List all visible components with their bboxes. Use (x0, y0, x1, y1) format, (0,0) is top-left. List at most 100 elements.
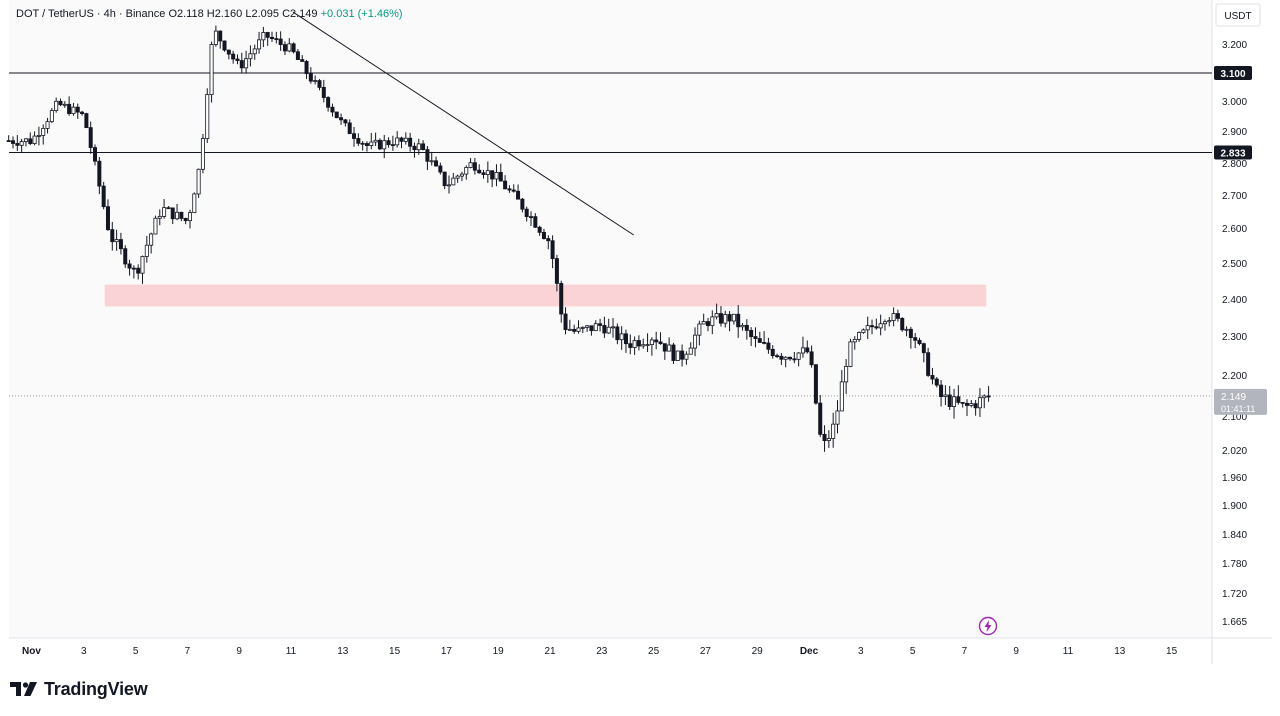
candle-body-93[interactable] (408, 137, 413, 147)
candle-body-224[interactable] (973, 403, 978, 409)
candle-body-23[interactable] (105, 206, 110, 230)
candle-body-182[interactable] (792, 358, 797, 361)
candle-body-26[interactable] (118, 239, 123, 250)
candle-body-116[interactable] (507, 188, 512, 191)
candle-body-221[interactable] (960, 401, 965, 404)
candle-body-6[interactable] (32, 135, 37, 144)
candle-body-20[interactable] (93, 147, 98, 162)
candle-body-158[interactable] (688, 347, 693, 355)
candle-body-55[interactable] (244, 58, 249, 69)
candle-body-191[interactable] (831, 423, 836, 439)
candle-body-115[interactable] (503, 180, 508, 190)
candle-body-24[interactable] (110, 229, 115, 243)
candle-body-66[interactable] (291, 43, 296, 53)
candle-body-62[interactable] (274, 38, 279, 41)
candle-body-162[interactable] (705, 321, 710, 327)
candle-body-80[interactable] (352, 133, 357, 139)
candle-body-128[interactable] (559, 282, 564, 315)
candle-body-212[interactable] (921, 343, 926, 354)
candle-body-132[interactable] (576, 327, 581, 332)
candle-body-139[interactable] (606, 326, 611, 334)
candle-body-190[interactable] (826, 438, 831, 442)
candle-body-225[interactable] (977, 397, 982, 409)
candle-body-60[interactable] (265, 32, 270, 38)
candle-body-11[interactable] (54, 100, 59, 111)
candle-body-51[interactable] (226, 49, 231, 55)
candle-body-197[interactable] (857, 332, 862, 340)
candle-body-142[interactable] (619, 333, 624, 341)
supply-zone[interactable] (104, 284, 987, 307)
candle-body-104[interactable] (455, 175, 460, 179)
candle-body-220[interactable] (956, 396, 961, 403)
candle-body-214[interactable] (930, 375, 935, 380)
candle-body-72[interactable] (317, 80, 322, 88)
candle-body-46[interactable] (205, 94, 210, 139)
candle-body-181[interactable] (788, 356, 793, 360)
candle-body-213[interactable] (926, 352, 931, 376)
candle-body-35[interactable] (157, 215, 162, 219)
candle-body-135[interactable] (589, 325, 594, 332)
candle-body-49[interactable] (218, 30, 223, 42)
candle-body-3[interactable] (19, 141, 24, 146)
candle-body-120[interactable] (524, 208, 529, 218)
candle-body-52[interactable] (231, 53, 236, 60)
candle-body-82[interactable] (360, 142, 365, 145)
candle-body-227[interactable] (986, 395, 991, 398)
candle-body-178[interactable] (775, 355, 780, 358)
candle-body-36[interactable] (162, 207, 167, 217)
candle-body-71[interactable] (313, 80, 318, 82)
candle-body-205[interactable] (891, 313, 896, 321)
candle-body-176[interactable] (766, 342, 771, 350)
candle-body-189[interactable] (822, 433, 827, 442)
candle-body-195[interactable] (848, 341, 853, 367)
candle-body-95[interactable] (416, 143, 421, 151)
candle-body-73[interactable] (321, 87, 326, 98)
candle-body-42[interactable] (187, 212, 192, 222)
candle-body-223[interactable] (969, 403, 974, 406)
candle-body-118[interactable] (516, 190, 521, 200)
candle-body-154[interactable] (671, 344, 676, 361)
candle-body-76[interactable] (334, 111, 339, 119)
candle-body-100[interactable] (438, 165, 443, 173)
candle-body-175[interactable] (762, 342, 767, 344)
candle-body-209[interactable] (908, 328, 913, 338)
trendline[interactable] (292, 11, 634, 236)
candle-body-77[interactable] (339, 117, 344, 121)
candle-body-91[interactable] (399, 137, 404, 142)
candle-body-211[interactable] (917, 339, 922, 345)
candle-body-183[interactable] (796, 352, 801, 360)
candle-body-179[interactable] (779, 355, 784, 360)
candle-body-173[interactable] (753, 336, 758, 339)
candle-body-177[interactable] (770, 348, 775, 357)
candle-body-199[interactable] (865, 325, 870, 331)
candle-body-22[interactable] (101, 185, 106, 208)
candle-body-161[interactable] (701, 321, 706, 325)
candle-body-106[interactable] (464, 167, 469, 175)
candle-body-97[interactable] (425, 149, 430, 162)
candle-body-127[interactable] (554, 258, 559, 284)
candle-body-7[interactable] (36, 134, 41, 137)
lightning-icon[interactable] (978, 616, 998, 636)
candle-body-112[interactable] (490, 170, 495, 180)
candle-body-110[interactable] (481, 172, 486, 175)
candle-body-203[interactable] (882, 321, 887, 325)
candle-body-13[interactable] (62, 103, 67, 106)
candle-body-123[interactable] (537, 226, 542, 233)
candle-body-187[interactable] (813, 364, 818, 404)
candle-body-147[interactable] (641, 344, 646, 347)
candle-body-122[interactable] (533, 216, 538, 228)
candle-body-108[interactable] (472, 162, 477, 171)
candle-body-186[interactable] (809, 351, 814, 366)
candle-body-102[interactable] (446, 184, 451, 187)
candle-body-53[interactable] (235, 58, 240, 61)
candle-body-157[interactable] (684, 353, 689, 360)
candle-body-69[interactable] (304, 61, 309, 74)
candle-body-65[interactable] (287, 43, 292, 52)
candle-body-94[interactable] (412, 145, 417, 151)
candle-body-14[interactable] (67, 103, 72, 115)
candle-body-83[interactable] (364, 143, 369, 146)
symbol-title[interactable]: DOT / TetherUS · 4h · Binance (16, 8, 166, 20)
candle-body-84[interactable] (369, 141, 374, 146)
candle-body-4[interactable] (23, 138, 28, 142)
candle-body-148[interactable] (645, 344, 650, 346)
